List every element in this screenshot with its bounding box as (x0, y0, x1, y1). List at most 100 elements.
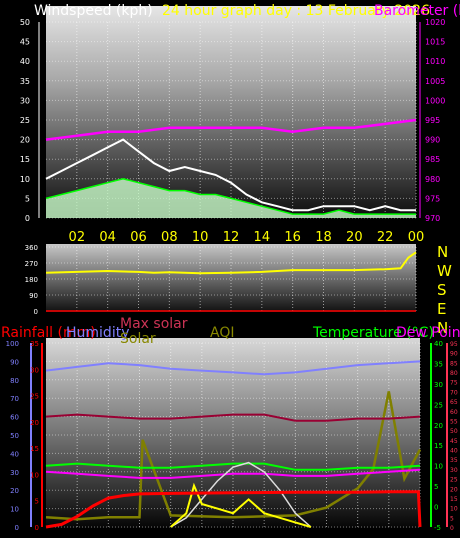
temperature-label: Temperature (°C) (312, 325, 434, 341)
windspeed-tick-label: 50 (20, 18, 30, 27)
direction-tick-label: 0 (34, 308, 38, 316)
rainfall-tick-label: 25 (30, 393, 39, 401)
rainfall-label: Rainfall (mm) (1, 325, 96, 341)
humidity-tick-label: 90 (10, 358, 19, 366)
aqi-tick-label: 90 (450, 351, 458, 358)
windspeed-tick-label: 40 (20, 57, 30, 66)
max-solar-line (170, 461, 312, 528)
temperature-tick-label: 25 (434, 401, 443, 409)
hour-tick-label: 16 (284, 230, 301, 245)
aqi-tick-label: 45 (450, 438, 458, 445)
humidity-tick-label: 0 (15, 524, 19, 532)
temperature-tick-label: 20 (434, 422, 443, 430)
temperature-tick-label: 10 (434, 463, 443, 471)
aqi-tick-label: 70 (450, 389, 458, 396)
windspeed-line (45, 138, 416, 212)
aqi-tick-label: 60 (450, 409, 458, 416)
barometer-line (45, 118, 417, 141)
temperature-tick-label: 40 (434, 340, 443, 348)
hour-tick-label: 14 (254, 230, 271, 245)
direction-tick-label: 270 (25, 260, 38, 268)
hour-tick-label: 06 (130, 230, 147, 245)
aqi-tick-label: 95 (450, 341, 458, 348)
hour-tick-label: 08 (161, 230, 178, 245)
temperature-tick-label: 35 (434, 360, 443, 368)
windspeed-tick-label: 15 (20, 155, 30, 164)
aqi-tick-label: 25 (450, 477, 458, 484)
barometer-tick-label: 980 (425, 175, 440, 184)
direction-label-e: E (437, 300, 446, 318)
hour-tick-label: 04 (99, 230, 116, 245)
humidity-tick-label: 40 (10, 450, 19, 458)
solar-label: Solar (120, 331, 156, 347)
aqi-tick-label: 5 (450, 515, 454, 522)
hour-tick-label: 22 (377, 230, 394, 245)
barometer-tick-label: 1020 (425, 18, 445, 27)
direction-label-s: S (437, 281, 447, 299)
barometer-tick-label: 975 (425, 194, 440, 203)
aqi-tick-label: 55 (450, 418, 458, 425)
barometer-tick-label: 1005 (425, 77, 445, 86)
windspeed-tick-label: 20 (20, 136, 30, 145)
hour-tick-label: 02 (69, 230, 86, 245)
temperature-tick-label: 15 (434, 442, 443, 450)
temperature-outer-line (45, 413, 421, 422)
dew-point-line (45, 468, 421, 479)
direction-label-w: W (437, 262, 452, 280)
aqi-tick-label: 20 (450, 486, 458, 493)
direction-label-n-top: N (437, 243, 448, 261)
aqi-tick-label: 35 (450, 457, 458, 464)
hour-tick-label: 20 (346, 230, 363, 245)
temperature-tick-label: -5 (434, 524, 441, 532)
barometer-tick-label: 1010 (425, 57, 445, 66)
direction-label-n-bottom: N (437, 319, 448, 337)
rainfall-tick-label: 10 (30, 471, 39, 479)
windspeed-tick-label: 0 (25, 214, 30, 223)
temperature-tick-label: 30 (434, 381, 443, 389)
wind-direction-line (45, 251, 417, 275)
hour-tick-label: 10 (192, 230, 209, 245)
humidity-tick-label: 60 (10, 414, 19, 422)
barometer-tick-label: 995 (425, 116, 440, 125)
gust-line (45, 178, 416, 215)
humidity-tick-label: 30 (10, 469, 19, 477)
aqi-tick-label: 0 (450, 525, 454, 532)
humidity-tick-label: 20 (10, 487, 19, 495)
humidity-tick-label: 100 (6, 340, 19, 348)
rainfall-tick-label: 0 (35, 524, 39, 532)
rainfall-line (45, 490, 422, 529)
hour-tick-label: 12 (223, 230, 240, 245)
barometer-tick-label: 1000 (425, 96, 445, 105)
rainfall-tick-label: 20 (30, 419, 39, 427)
rainfall-tick-label: 35 (30, 340, 39, 348)
direction-tick-label: 90 (29, 292, 38, 300)
barometer-tick-label: 985 (425, 155, 440, 164)
temperature-tick-label: 0 (434, 504, 438, 512)
aqi-tick-label: 50 (450, 428, 458, 435)
windspeed-tick-label: 30 (20, 96, 30, 105)
barometer-tick-label: 1015 (425, 38, 445, 47)
barometer-tick-label: 970 (425, 214, 440, 223)
aqi-tick-label: 30 (450, 467, 458, 474)
temperature-tick-label: 5 (434, 483, 438, 491)
dew-point-label: Dew Point (396, 325, 460, 341)
aqi-line (45, 391, 422, 521)
rainfall-tick-label: 5 (35, 498, 39, 506)
max-solar-label: Max solar (120, 316, 188, 332)
barometer-tick-label: 990 (425, 136, 440, 145)
windspeed-tick-label: 35 (20, 77, 30, 86)
rainfall-tick-label: 15 (30, 445, 39, 453)
solar-line (170, 482, 312, 528)
humidity-tick-label: 80 (10, 377, 19, 385)
humidity-tick-label: 10 (10, 506, 19, 514)
hour-tick-label: 00 (408, 230, 425, 245)
direction-tick-label: 360 (25, 244, 38, 252)
windspeed-axis-title: Windspeed (kph) (34, 3, 153, 19)
temperature-line (45, 462, 421, 471)
aqi-tick-label: 80 (450, 370, 458, 377)
hour-tick-label: 18 (315, 230, 332, 245)
chart-title: 24 hour graph day : 13 February 2026 (162, 3, 430, 19)
barometer-axis-title: Barometer (hPa) (374, 3, 460, 19)
humidity-line (45, 360, 421, 376)
